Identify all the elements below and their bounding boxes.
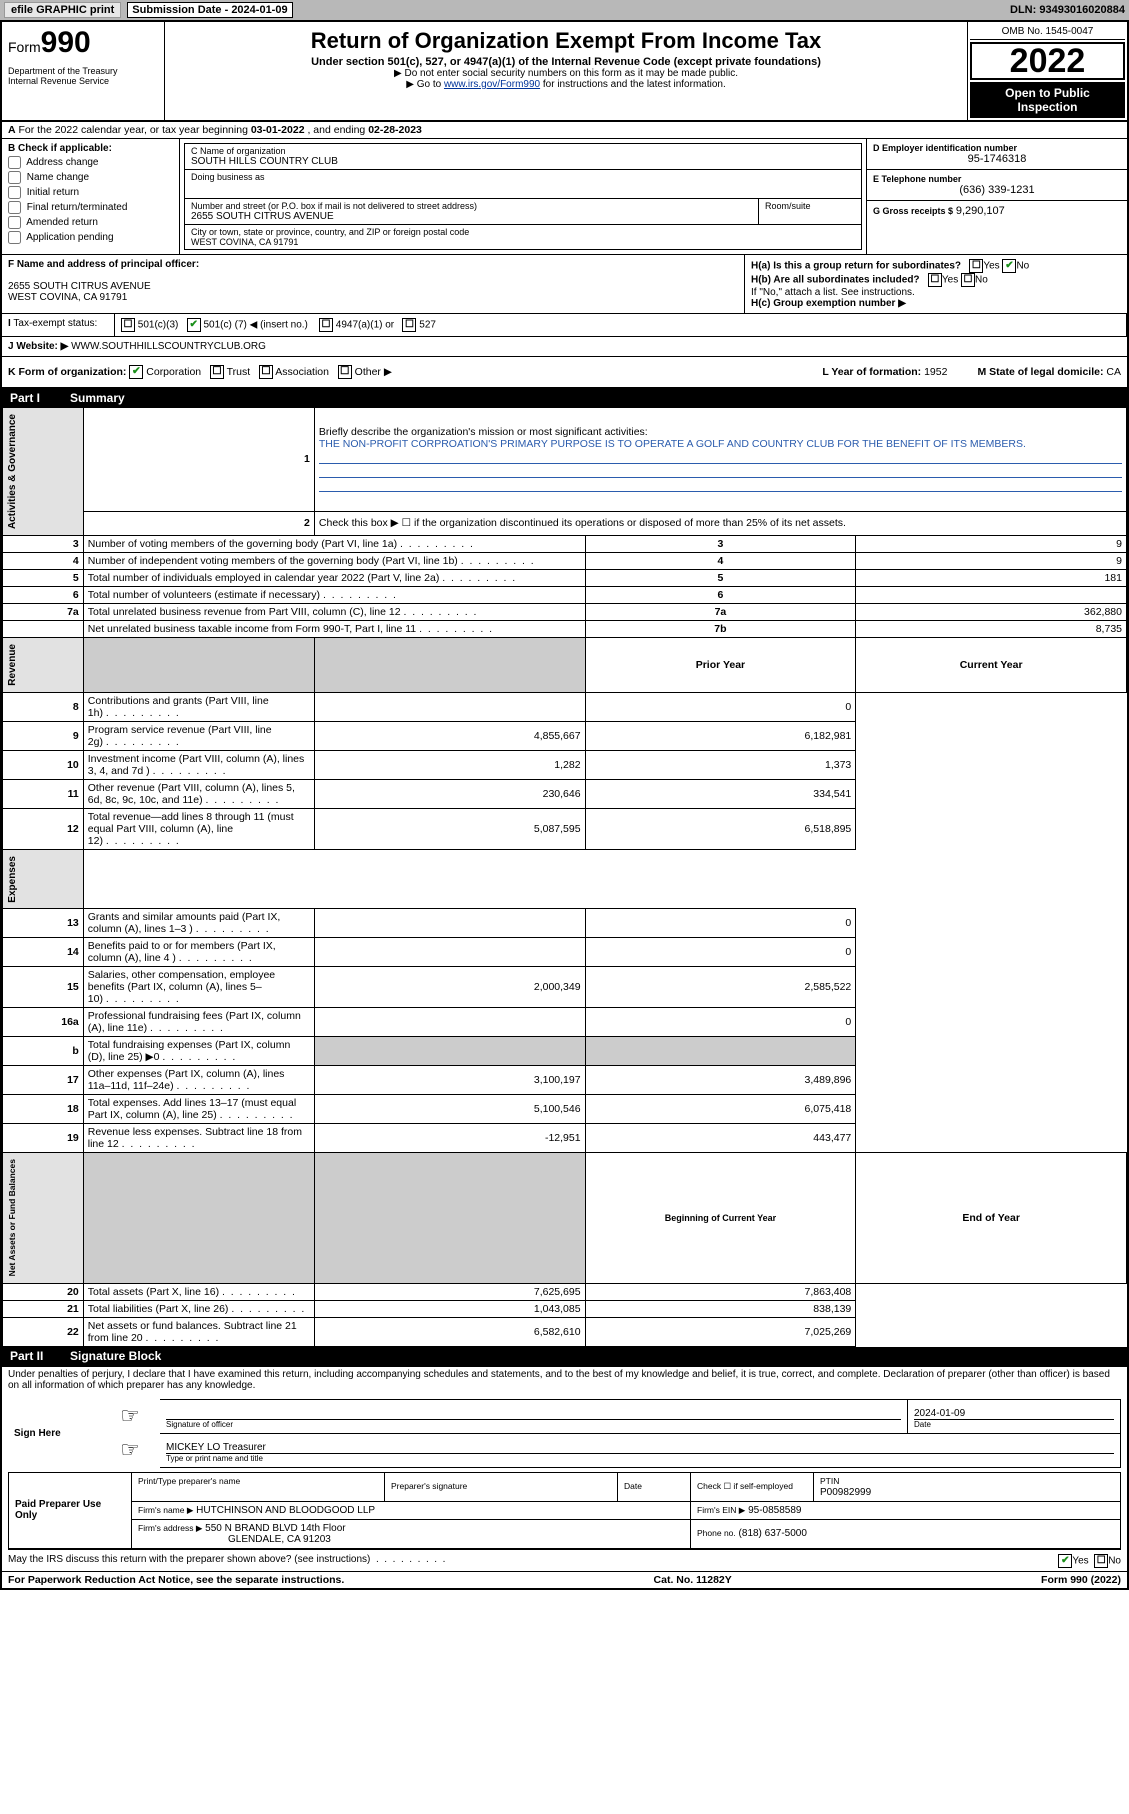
part1-header: Part I Summary xyxy=(2,389,1127,407)
summary-table: Activities & Governance 1 Briefly descri… xyxy=(2,407,1127,1347)
firm-ein: 95-0858589 xyxy=(748,1505,801,1516)
irs-link[interactable]: www.irs.gov/Form990 xyxy=(444,79,540,90)
gov-side-label: Activities & Governance xyxy=(7,410,18,533)
phone-label: E Telephone number xyxy=(873,174,1121,184)
org-name-label: C Name of organization xyxy=(191,146,286,156)
part2-header: Part II Signature Block xyxy=(2,1347,1127,1365)
sig-date-label: Date xyxy=(914,1419,1114,1429)
ein-label: D Employer identification number xyxy=(873,143,1121,153)
sign-here-label: Sign Here xyxy=(8,1399,100,1467)
phone-value: (636) 339-1231 xyxy=(873,184,1121,196)
cat-no: Cat. No. 11282Y xyxy=(654,1574,732,1586)
dept-treasury: Department of the Treasury Internal Reve… xyxy=(8,66,158,86)
website-value: WWW.SOUTHHILLSCOUNTRYCLUB.ORG xyxy=(71,341,266,352)
city-label: City or town, state or province, country… xyxy=(191,227,469,237)
row-a-tax-year: A For the 2022 calendar year, or tax yea… xyxy=(2,122,1127,139)
net-side-label: Net Assets or Fund Balances xyxy=(7,1155,17,1280)
ha-label: H(a) Is this a group return for subordin… xyxy=(751,261,961,272)
checkbox-name-change[interactable]: Name change xyxy=(8,171,173,184)
ptin-value: P00982999 xyxy=(820,1487,871,1498)
form-ref: Form 990 (2022) xyxy=(1041,1574,1121,1586)
top-toolbar: efile GRAPHIC print Submission Date - 20… xyxy=(0,0,1129,20)
officer-addr1: 2655 SOUTH CITRUS AVENUE xyxy=(8,281,151,292)
officer-addr2: WEST COVINA, CA 91791 xyxy=(8,292,127,303)
form-org-label: K Form of organization: xyxy=(8,366,126,378)
checkbox-final-return-terminated[interactable]: Final return/terminated xyxy=(8,201,173,214)
declaration-text: Under penalties of perjury, I declare th… xyxy=(8,1369,1121,1391)
gross-label: G Gross receipts $ xyxy=(873,206,953,216)
domicile-value: CA xyxy=(1106,366,1121,378)
tax-year: 2022 xyxy=(970,42,1125,80)
checkbox-amended-return[interactable]: Amended return xyxy=(8,216,173,229)
checkbox-initial-return[interactable]: Initial return xyxy=(8,186,173,199)
omb-number: OMB No. 1545-0047 xyxy=(970,24,1125,40)
sig-date-value: 2024-01-09 xyxy=(914,1408,1114,1419)
prior-year-header: Prior Year xyxy=(585,638,856,693)
line1-label: Briefly describe the organization's miss… xyxy=(319,426,648,438)
dln: DLN: 93493016020884 xyxy=(1010,4,1125,16)
efile-print-button[interactable]: efile GRAPHIC print xyxy=(4,2,121,18)
ein-value: 95-1746318 xyxy=(873,153,1121,165)
exp-side-label: Expenses xyxy=(7,852,18,907)
officer-name-title: MICKEY LO Treasurer xyxy=(166,1442,1114,1453)
street-label: Number and street (or P.O. box if mail i… xyxy=(191,201,477,211)
self-employed-check[interactable]: Check ☐ if self-employed xyxy=(697,1481,793,1491)
line2-text: Check this box ▶ ☐ if the organization d… xyxy=(314,511,1126,535)
subtitle-1: Under section 501(c), 527, or 4947(a)(1)… xyxy=(173,56,959,68)
firm-addr2: GLENDALE, CA 91203 xyxy=(228,1534,331,1545)
hc-label: H(c) Group exemption number ▶ xyxy=(751,298,906,309)
current-year-header: Current Year xyxy=(856,638,1127,693)
may-irs-discuss: May the IRS discuss this return with the… xyxy=(8,1554,370,1565)
submission-date: Submission Date - 2024-01-09 xyxy=(127,2,292,18)
rev-side-label: Revenue xyxy=(7,640,18,690)
room-suite-label: Room/suite xyxy=(759,199,861,224)
checkbox-address-change[interactable]: Address change xyxy=(8,156,173,169)
year-formation-value: 1952 xyxy=(924,366,947,378)
year-formation-label: L Year of formation: xyxy=(822,366,921,378)
mission-text: THE NON-PROFIT CORPROATION'S PRIMARY PUR… xyxy=(319,438,1026,450)
form-title: Return of Organization Exempt From Incom… xyxy=(173,28,959,54)
hb-label: H(b) Are all subordinates included? xyxy=(751,275,920,286)
street-address: 2655 SOUTH CITRUS AVENUE xyxy=(191,211,334,222)
gross-value: 9,290,107 xyxy=(956,205,1005,217)
subtitle-3: ▶ Go to www.irs.gov/Form990 for instruct… xyxy=(173,79,959,90)
website-label: Website: ▶ xyxy=(16,341,68,352)
sig-officer-label: Signature of officer xyxy=(166,1419,901,1429)
open-to-public: Open to Public Inspection xyxy=(970,82,1125,118)
paperwork-notice: For Paperwork Reduction Act Notice, see … xyxy=(8,1574,344,1586)
firm-addr1: 550 N BRAND BLVD 14th Floor xyxy=(205,1523,345,1534)
checkbox-application-pending[interactable]: Application pending xyxy=(8,231,173,244)
domicile-label: M State of legal domicile: xyxy=(977,366,1103,378)
tax-exempt-label: Tax-exempt status: xyxy=(13,318,97,329)
paid-preparer-label: Paid Preparer Use Only xyxy=(9,1472,132,1548)
hb-note: If "No," attach a list. See instructions… xyxy=(751,287,1121,298)
org-name: SOUTH HILLS COUNTRY CLUB xyxy=(191,156,338,167)
subtitle-2: ▶ Do not enter social security numbers o… xyxy=(173,68,959,79)
end-year-header: End of Year xyxy=(856,1153,1127,1283)
form-number: Form990 xyxy=(8,26,158,60)
col-b-checkboxes: B Check if applicable: Address change Na… xyxy=(2,139,180,254)
officer-type-label: Type or print name and title xyxy=(166,1453,1114,1463)
firm-phone: (818) 637-5000 xyxy=(739,1528,807,1539)
dba-label: Doing business as xyxy=(191,172,265,182)
footer: For Paperwork Reduction Act Notice, see … xyxy=(2,1571,1127,1588)
form-container: Form990 Department of the Treasury Inter… xyxy=(0,20,1129,1590)
city-state-zip: WEST COVINA, CA 91791 xyxy=(191,237,298,247)
firm-name: HUTCHINSON AND BLOODGOOD LLP xyxy=(196,1505,375,1516)
beg-year-header: Beginning of Current Year xyxy=(585,1153,856,1283)
officer-label: F Name and address of principal officer: xyxy=(8,259,199,270)
